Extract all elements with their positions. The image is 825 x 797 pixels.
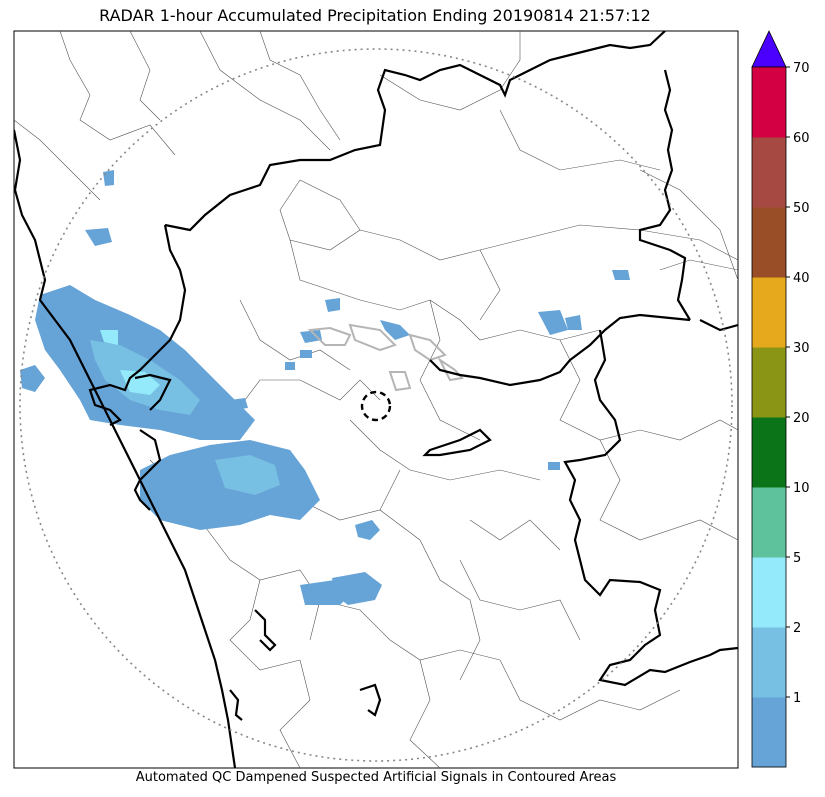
colorbar-outline — [751, 66, 787, 768]
colorbar-tick-label: 5 — [793, 551, 801, 566]
colorbar-segment — [752, 137, 786, 208]
colorbar-segment — [752, 627, 786, 698]
qc-contours — [307, 323, 464, 392]
colorbar-segment — [752, 487, 786, 558]
colorbar-segment — [752, 347, 786, 418]
colorbar-tick-label: 2 — [793, 621, 801, 636]
colorbar-tick-label: 40 — [793, 271, 810, 286]
colorbar-tick-label: 60 — [793, 131, 810, 146]
colorbar-segment — [752, 557, 786, 628]
colorbar-segment — [752, 277, 786, 348]
radar-range-ring — [19, 48, 733, 762]
colorbar-segment — [752, 697, 786, 768]
colorbar-segment — [752, 417, 786, 488]
colorbar-tick-label: 70 — [793, 61, 810, 76]
radar-site-marker — [360, 390, 392, 422]
colorbar-tick-label: 1 — [793, 691, 801, 706]
colorbar-segment — [752, 207, 786, 278]
colorbar-segment — [752, 67, 786, 138]
colorbar: 1 2 5 10 20 30 40 50 60 70 — [751, 30, 810, 768]
state-boundaries — [14, 31, 738, 768]
colorbar-tick-label: 50 — [793, 201, 810, 216]
colorbar-extend-arrow — [751, 30, 787, 68]
colorbar-tick-label: 30 — [793, 341, 810, 356]
colorbar-tick-label: 20 — [793, 411, 810, 426]
colorbar-tick-label: 10 — [793, 481, 810, 496]
map-caption: Automated QC Dampened Suspected Artifici… — [135, 770, 617, 785]
map-title: RADAR 1-hour Accumulated Precipitation E… — [99, 6, 651, 25]
precipitation-echoes — [20, 170, 630, 605]
